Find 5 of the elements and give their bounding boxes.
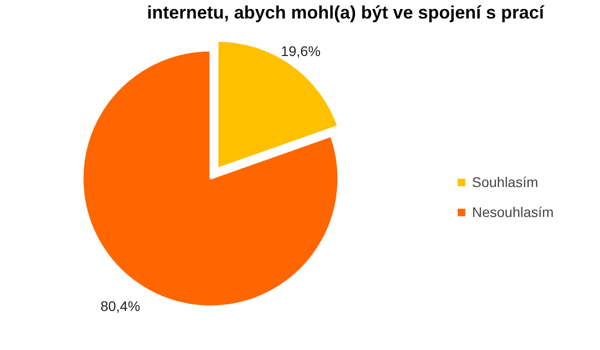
chart-title: internetu, abych mohl(a) být ve spojení s prací xyxy=(146,2,546,22)
legend-label: Souhlasím xyxy=(472,174,538,190)
data-label: 19,6% xyxy=(280,43,321,60)
legend-label: Nesouhlasím xyxy=(472,204,554,220)
data-label: 80,4% xyxy=(100,298,140,314)
